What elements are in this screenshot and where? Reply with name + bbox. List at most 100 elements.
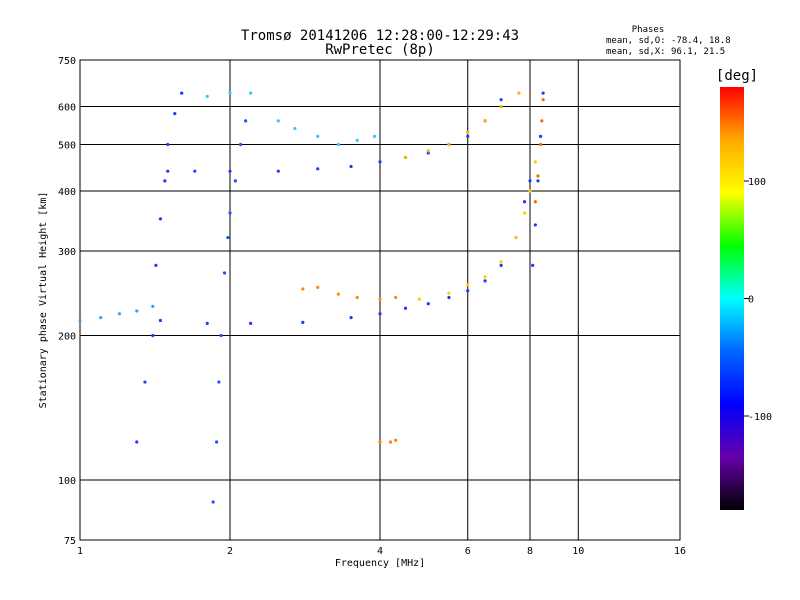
data-point — [336, 142, 340, 147]
data-point — [226, 235, 230, 240]
grid — [80, 60, 680, 540]
data-point — [143, 380, 147, 384]
data-point — [388, 440, 393, 444]
data-point — [394, 438, 398, 442]
y-tick-label: 300 — [58, 247, 76, 258]
data-point — [193, 169, 197, 173]
data-point — [205, 94, 209, 98]
y-tick-label: 500 — [58, 141, 76, 152]
data-point — [541, 98, 545, 102]
data-point — [173, 111, 177, 116]
chart-subtitle: RwPretec (8p) — [325, 42, 435, 58]
data-point — [466, 283, 470, 287]
data-point — [249, 321, 253, 325]
y-tick-label: 100 — [58, 476, 76, 487]
data-point — [166, 169, 170, 173]
data-point — [447, 295, 451, 300]
data-point — [151, 333, 155, 338]
data-point — [403, 306, 408, 310]
data-point — [522, 200, 527, 204]
data-point — [538, 134, 543, 138]
y-tick-label: 400 — [58, 187, 76, 198]
colorbar-ticks: 100 0 -100 — [744, 177, 772, 423]
data-point — [233, 179, 237, 183]
y-axis-label: Stationary phase Virtual Height [km] — [38, 192, 49, 409]
data-point — [522, 211, 527, 215]
data-point — [533, 160, 537, 164]
data-point — [378, 160, 382, 164]
x-tick-label: 2 — [227, 546, 233, 557]
data-point — [238, 142, 243, 147]
data-point — [483, 119, 487, 123]
colorbar-label: [deg] — [716, 68, 758, 84]
data-point — [394, 295, 398, 300]
data-point — [499, 98, 503, 102]
data-point — [538, 142, 543, 147]
data-point — [78, 318, 82, 323]
y-tick-label: 75 — [64, 536, 76, 547]
x-tick-label: 10 — [572, 546, 584, 557]
data-point — [499, 260, 503, 264]
data-point — [219, 333, 223, 338]
data-point — [228, 91, 232, 95]
data-point — [483, 275, 487, 279]
colorbar-tick-label: 0 — [748, 295, 754, 306]
data-point — [222, 271, 227, 275]
data-point — [378, 297, 382, 301]
data-point — [355, 295, 359, 300]
colorbar — [720, 87, 744, 510]
data-point — [99, 315, 103, 320]
data-point — [483, 279, 487, 283]
data-point — [336, 292, 340, 296]
x-tick-label: 6 — [465, 546, 471, 557]
y-tick-label: 750 — [58, 56, 76, 67]
data-point — [499, 263, 503, 267]
data-point — [205, 321, 209, 325]
data-point — [372, 134, 377, 138]
data-point — [517, 91, 521, 95]
data-point — [158, 318, 163, 323]
data-point — [180, 91, 184, 95]
data-point — [447, 291, 451, 295]
stats-line-x: mean, sd,X: 96.1, 21.5 — [606, 47, 725, 57]
data-point — [528, 179, 532, 183]
data-point — [355, 138, 359, 142]
data-point — [533, 200, 537, 204]
data-point — [151, 304, 155, 309]
data-point — [536, 179, 540, 183]
data-point — [541, 91, 545, 95]
chart-title: Tromsø 20141206 12:28:00-12:29:43 — [241, 28, 519, 44]
data-point — [378, 312, 382, 316]
data-point — [531, 263, 535, 267]
data-point — [447, 142, 451, 147]
data-point — [154, 263, 158, 267]
data-point — [378, 440, 382, 444]
data-point — [217, 380, 221, 384]
data-point — [228, 169, 232, 173]
data-point — [540, 119, 544, 123]
data-point — [301, 320, 305, 325]
stats-line-o: mean, sd,O: -78.4, 18.8 — [606, 36, 731, 46]
x-tick-label: 16 — [674, 546, 686, 557]
data-point — [528, 189, 532, 193]
data-point — [166, 142, 170, 147]
data-point — [163, 179, 167, 183]
data-points — [78, 91, 545, 504]
data-point — [228, 211, 232, 215]
data-point — [426, 149, 430, 153]
data-point — [426, 302, 430, 306]
stats-header: Phases — [632, 25, 665, 35]
data-point — [316, 285, 320, 289]
y-axis-ticks: 75 100 200 300 400 500 600 750 — [58, 56, 76, 547]
y-tick-label: 200 — [58, 332, 76, 343]
x-axis-label: Frequency [MHz] — [335, 558, 425, 569]
data-point — [301, 287, 305, 291]
data-point — [244, 119, 248, 123]
data-point — [514, 235, 518, 240]
data-point — [135, 440, 139, 444]
x-tick-label: 8 — [527, 546, 533, 557]
data-point — [316, 134, 320, 138]
data-point — [211, 500, 215, 504]
x-tick-label: 1 — [77, 546, 83, 557]
